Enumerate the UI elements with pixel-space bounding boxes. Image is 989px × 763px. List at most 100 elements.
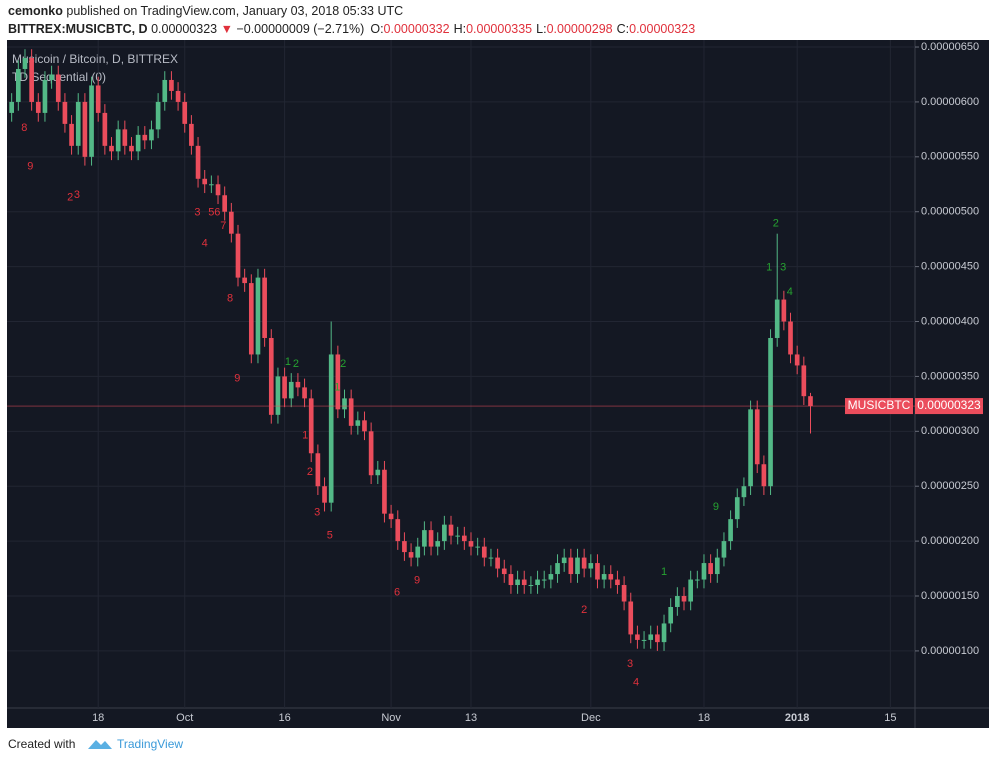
candle-body <box>701 563 707 580</box>
candle-body <box>315 453 321 487</box>
candle-body <box>581 557 587 569</box>
candle-body <box>655 634 660 643</box>
candle-body <box>468 541 474 547</box>
y-tick-label: 0.00000350 <box>921 370 979 382</box>
candle-body <box>302 387 307 399</box>
candle-body <box>348 398 354 426</box>
td-count: 9 <box>414 575 420 587</box>
candle-body <box>422 530 427 547</box>
candle-body <box>628 601 634 635</box>
candle-body <box>435 541 441 547</box>
candle-body <box>9 101 14 113</box>
candle-body <box>229 211 234 234</box>
candle-body <box>528 585 534 587</box>
candle-body <box>555 563 560 575</box>
candle-body <box>209 184 214 186</box>
td-count: 2 <box>67 191 73 203</box>
candle-body <box>355 420 361 426</box>
candle-body <box>621 585 627 602</box>
candle-body <box>162 79 168 102</box>
candle-body <box>288 381 294 399</box>
ohlc-key: O: <box>370 22 383 36</box>
td-count: 7 <box>220 220 226 232</box>
candle-body <box>402 541 407 553</box>
candle-body <box>648 634 654 640</box>
candle-body <box>455 535 461 537</box>
plot-bg <box>7 40 989 728</box>
td-count: 1 <box>285 356 291 368</box>
candle-body <box>801 365 807 397</box>
candle-body <box>734 497 740 520</box>
y-tick-label: 0.00000150 <box>921 590 979 602</box>
footer-brand[interactable]: TradingView <box>117 737 183 751</box>
candle-body <box>129 145 134 152</box>
candle-body <box>741 486 747 498</box>
candle-body <box>688 579 693 602</box>
candle-body <box>275 376 281 415</box>
change: −0.00000009 (−2.71%) <box>236 22 364 36</box>
y-tick-label: 0.00000650 <box>921 41 979 53</box>
x-tick-label: 15 <box>884 712 896 724</box>
footer-created: Created with <box>8 737 75 751</box>
candle-body <box>175 90 181 102</box>
candle-body <box>781 299 787 322</box>
candle-body <box>428 530 434 547</box>
candle-body <box>535 579 540 586</box>
price-tag-bg <box>915 398 983 415</box>
td-count: 6 <box>394 587 400 599</box>
candle-body <box>675 596 680 607</box>
candle-body <box>708 563 713 575</box>
td-count: 2 <box>773 218 779 230</box>
x-tick-label: Nov <box>381 712 401 724</box>
x-tick-label: 18 <box>92 712 104 724</box>
candle-body <box>375 469 381 476</box>
candle-body <box>268 337 274 415</box>
ohlc-value: 0.00000335 <box>466 22 532 36</box>
candle-body <box>635 634 640 640</box>
candle-body <box>182 101 188 124</box>
candle-body <box>15 68 21 102</box>
candle-body <box>169 79 174 91</box>
td-count: 9 <box>234 373 240 385</box>
candle-body <box>661 623 667 643</box>
candle-body <box>255 277 261 355</box>
y-tick-label: 0.00000400 <box>921 315 979 327</box>
candle-body <box>149 129 154 141</box>
candle-body <box>89 85 94 157</box>
candle-body <box>49 74 54 80</box>
td-count: 1 <box>766 262 772 274</box>
candle-body <box>362 420 367 432</box>
candle-body <box>408 552 414 558</box>
candle-body <box>641 639 647 641</box>
y-tick-label: 0.00000200 <box>921 535 979 547</box>
candle-body <box>608 574 614 580</box>
candle-body <box>748 409 753 487</box>
td-count: 3 <box>74 189 80 201</box>
candle-body <box>728 519 733 542</box>
candle-body <box>541 579 547 581</box>
ohlc-value: 0.00000298 <box>547 22 613 36</box>
candle-body <box>122 129 128 146</box>
candle-body <box>102 112 108 146</box>
candle-body <box>794 354 800 366</box>
candle-body <box>248 283 254 355</box>
candle-body <box>242 277 247 284</box>
td-count: 5 <box>327 530 333 542</box>
td-count: 2 <box>293 358 299 370</box>
candle-body <box>295 381 301 388</box>
candle-body <box>668 606 674 624</box>
symbol: BITTREX:MUSICBTC, D <box>8 22 148 36</box>
candle-body <box>415 546 421 558</box>
candle-body <box>754 409 760 465</box>
candle-body <box>615 579 620 586</box>
candle-body <box>788 321 793 355</box>
candle-body <box>282 376 287 399</box>
td-count: 2 <box>307 466 313 478</box>
candle-body <box>195 145 201 179</box>
candle-body <box>768 337 773 487</box>
candle-body <box>508 574 514 586</box>
candle-body <box>202 178 208 185</box>
td-count: 3 <box>194 207 200 219</box>
